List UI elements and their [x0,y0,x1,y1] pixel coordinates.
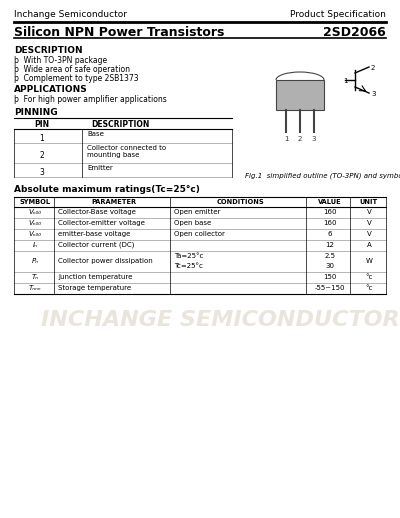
Text: þ  Complement to type 2SB1373: þ Complement to type 2SB1373 [14,74,139,83]
Text: Silicon NPN Power Transistors: Silicon NPN Power Transistors [14,26,224,39]
Text: 1: 1 [40,134,44,143]
Text: Collector power dissipation: Collector power dissipation [58,258,153,264]
Text: emitter-base voltage: emitter-base voltage [58,231,130,237]
Text: V: V [367,220,371,226]
Text: 2: 2 [40,151,44,160]
Text: Inchange Semiconductor: Inchange Semiconductor [14,10,127,19]
Text: V: V [367,231,371,237]
Text: 3: 3 [40,168,44,177]
Text: Collector-Base voltage: Collector-Base voltage [58,209,136,215]
Text: Vₙ₀₀: Vₙ₀₀ [28,220,42,226]
Text: 160: 160 [323,220,337,226]
Text: SYMBOL: SYMBOL [20,199,50,205]
Text: Pₙ: Pₙ [32,258,38,264]
Text: PIN: PIN [34,120,50,129]
Text: Open emitter: Open emitter [174,209,220,215]
Text: APPLICATIONS: APPLICATIONS [14,85,88,94]
Text: Emitter: Emitter [87,165,113,171]
Text: þ  With TO-3PN package: þ With TO-3PN package [14,56,107,65]
Text: VALUE: VALUE [318,199,342,205]
Text: DESCRIPTION: DESCRIPTION [14,46,83,55]
Text: INCHANGE SEMICONDUCTOR: INCHANGE SEMICONDUCTOR [41,310,399,330]
Text: Collector current (DC): Collector current (DC) [58,242,134,249]
Text: Iₙ: Iₙ [32,242,38,248]
Text: Absolute maximum ratings(Tc=25°c): Absolute maximum ratings(Tc=25°c) [14,185,200,194]
Text: 12: 12 [326,242,334,248]
Text: Tc=25°c: Tc=25°c [174,263,203,269]
Text: 1: 1 [343,78,347,84]
Text: Open collector: Open collector [174,231,225,237]
Text: Junction temperature: Junction temperature [58,274,132,280]
Text: Tₙ: Tₙ [32,274,38,280]
Text: Collector connected to: Collector connected to [87,145,166,151]
Text: Vₙ₀₀: Vₙ₀₀ [28,209,42,215]
Text: W: W [366,258,372,264]
Text: 2: 2 [298,136,302,142]
Text: Tₙₙₙ: Tₙₙₙ [29,285,41,291]
Text: 2: 2 [371,65,375,71]
Text: PINNING: PINNING [14,108,58,117]
Text: 1: 1 [284,136,288,142]
Text: Storage temperature: Storage temperature [58,285,131,291]
Text: 2.5: 2.5 [324,253,336,259]
Text: Ta=25°c: Ta=25°c [174,253,203,259]
Text: 3: 3 [312,136,316,142]
Text: DESCRIPTION: DESCRIPTION [91,120,149,129]
Text: Product Specification: Product Specification [290,10,386,19]
Text: 3: 3 [371,91,376,97]
Text: þ  Wide area of safe operation: þ Wide area of safe operation [14,65,130,74]
Bar [276,80,324,110]
Text: mounting base: mounting base [87,152,139,158]
Text: -55~150: -55~150 [315,285,345,291]
Text: °c: °c [365,285,373,291]
Text: Base: Base [87,131,104,137]
Text: Fig.1  simplified outline (TO-3PN) and symbol: Fig.1 simplified outline (TO-3PN) and sy… [245,172,400,179]
Text: A: A [367,242,371,248]
Text: 30: 30 [326,263,334,269]
Text: °c: °c [365,274,373,280]
Text: Collector-emitter voltage: Collector-emitter voltage [58,220,145,226]
Text: 160: 160 [323,209,337,215]
Text: þ  For high power amplifier applications: þ For high power amplifier applications [14,95,167,104]
Text: 2SD2066: 2SD2066 [323,26,386,39]
Text: PARAMETER: PARAMETER [92,199,136,205]
Text: 6: 6 [328,231,332,237]
Text: UNIT: UNIT [360,199,378,205]
Text: V: V [367,209,371,215]
Text: Open base: Open base [174,220,211,226]
Text: 150: 150 [323,274,337,280]
Text: CONDITIONS: CONDITIONS [216,199,264,205]
Text: Vₙ₀₀: Vₙ₀₀ [28,231,42,237]
